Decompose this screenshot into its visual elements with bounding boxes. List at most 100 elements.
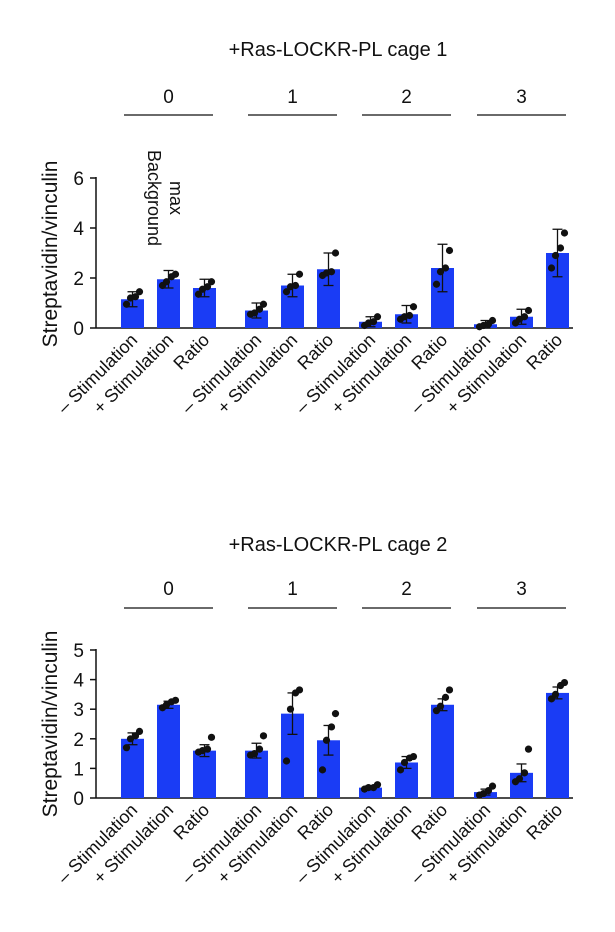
group-label: 2 — [401, 87, 412, 108]
data-point — [409, 303, 418, 311]
data-point — [282, 288, 291, 296]
background-max-annotation-line2: max — [166, 181, 186, 215]
chart-title: +Ras-LOCKR-PL cage 2 — [229, 534, 448, 556]
data-point — [171, 696, 180, 704]
data-point — [400, 758, 409, 767]
bar — [546, 253, 569, 328]
data-point — [369, 318, 378, 326]
data-point — [556, 244, 565, 252]
chart-panel-cage-1: +Ras-LOCKR-PL cage 1 Streptavidin/vincul… — [39, 39, 573, 418]
x-tick-label: Ratio — [522, 800, 566, 844]
data-point — [282, 757, 291, 765]
data-point — [551, 251, 560, 260]
data-point — [171, 270, 180, 278]
group-label: 1 — [287, 579, 298, 600]
data-point — [259, 300, 268, 308]
data-point — [432, 280, 441, 288]
data-point — [322, 736, 331, 744]
bar — [317, 740, 340, 798]
bar — [359, 787, 382, 798]
data-point — [364, 784, 373, 792]
data-point — [255, 305, 264, 313]
data-point — [295, 686, 304, 694]
data-point — [488, 782, 497, 790]
y-tick-label: 5 — [73, 641, 84, 662]
data-point — [135, 288, 144, 296]
y-tick-label: 2 — [73, 730, 84, 751]
data-point — [250, 750, 259, 758]
data-point — [122, 300, 131, 308]
data-point — [524, 306, 533, 315]
y-tick-label: 0 — [73, 319, 84, 340]
bar — [546, 692, 569, 798]
data-point — [396, 766, 405, 774]
chart-panel-cage-2: +Ras-LOCKR-PL cage 2 Streptavidin/vincul… — [39, 534, 573, 888]
data-point — [331, 710, 340, 718]
data-point — [436, 702, 445, 710]
group-label: 0 — [163, 579, 174, 600]
group-label: 0 — [163, 87, 174, 108]
bar — [431, 704, 454, 798]
data-point — [162, 278, 171, 286]
bar — [281, 285, 304, 328]
background-max-annotation: Background — [144, 150, 164, 246]
group-label: 3 — [516, 579, 527, 600]
group-label: 3 — [516, 87, 527, 108]
data-point — [135, 727, 144, 736]
bar — [121, 738, 144, 798]
data-point — [524, 745, 533, 753]
data-point — [373, 313, 382, 321]
y-tick-label: 0 — [73, 789, 84, 810]
data-point — [318, 766, 327, 774]
y-tick-label: 4 — [73, 219, 84, 240]
data-point — [327, 723, 336, 731]
data-point — [207, 733, 216, 741]
data-point — [295, 270, 304, 278]
data-point — [259, 732, 268, 740]
group-label: 2 — [401, 579, 412, 600]
bar — [193, 288, 216, 328]
x-tick-label: Ratio — [169, 800, 213, 844]
y-tick-label: 4 — [73, 671, 84, 692]
data-point — [441, 693, 450, 701]
group-label: 1 — [287, 87, 298, 108]
data-point — [331, 249, 340, 257]
data-point — [547, 264, 556, 272]
y-axis-label: Streptavidin/vinculin — [39, 161, 62, 348]
data-point — [520, 313, 529, 321]
data-point — [131, 293, 140, 301]
data-point — [560, 229, 569, 237]
chart-title: +Ras-LOCKR-PL cage 1 — [229, 39, 448, 61]
data-point — [122, 744, 131, 752]
bar — [157, 279, 180, 328]
data-point — [255, 745, 264, 753]
data-point — [194, 290, 203, 298]
data-point — [488, 316, 497, 325]
bar — [281, 713, 304, 798]
y-tick-label: 2 — [73, 269, 84, 290]
y-tick-label: 1 — [73, 759, 84, 780]
y-axis-label: Streptavidin/vinculin — [39, 631, 62, 818]
data-point — [373, 781, 382, 789]
bar — [317, 269, 340, 328]
data-point — [203, 283, 212, 291]
x-tick-label: Ratio — [169, 330, 213, 374]
bar — [157, 704, 180, 798]
data-point — [560, 678, 569, 687]
data-point — [551, 690, 560, 699]
x-tick-label: Ratio — [522, 330, 566, 374]
data-point — [436, 268, 445, 276]
data-point — [286, 705, 295, 713]
data-point — [520, 769, 529, 777]
data-point — [515, 775, 524, 783]
data-point — [445, 686, 454, 694]
bar — [193, 750, 216, 798]
data-point — [327, 268, 336, 276]
bar — [245, 750, 268, 798]
data-point — [291, 281, 300, 290]
data-point — [405, 311, 414, 320]
data-point — [250, 309, 259, 317]
data-point — [445, 246, 454, 255]
